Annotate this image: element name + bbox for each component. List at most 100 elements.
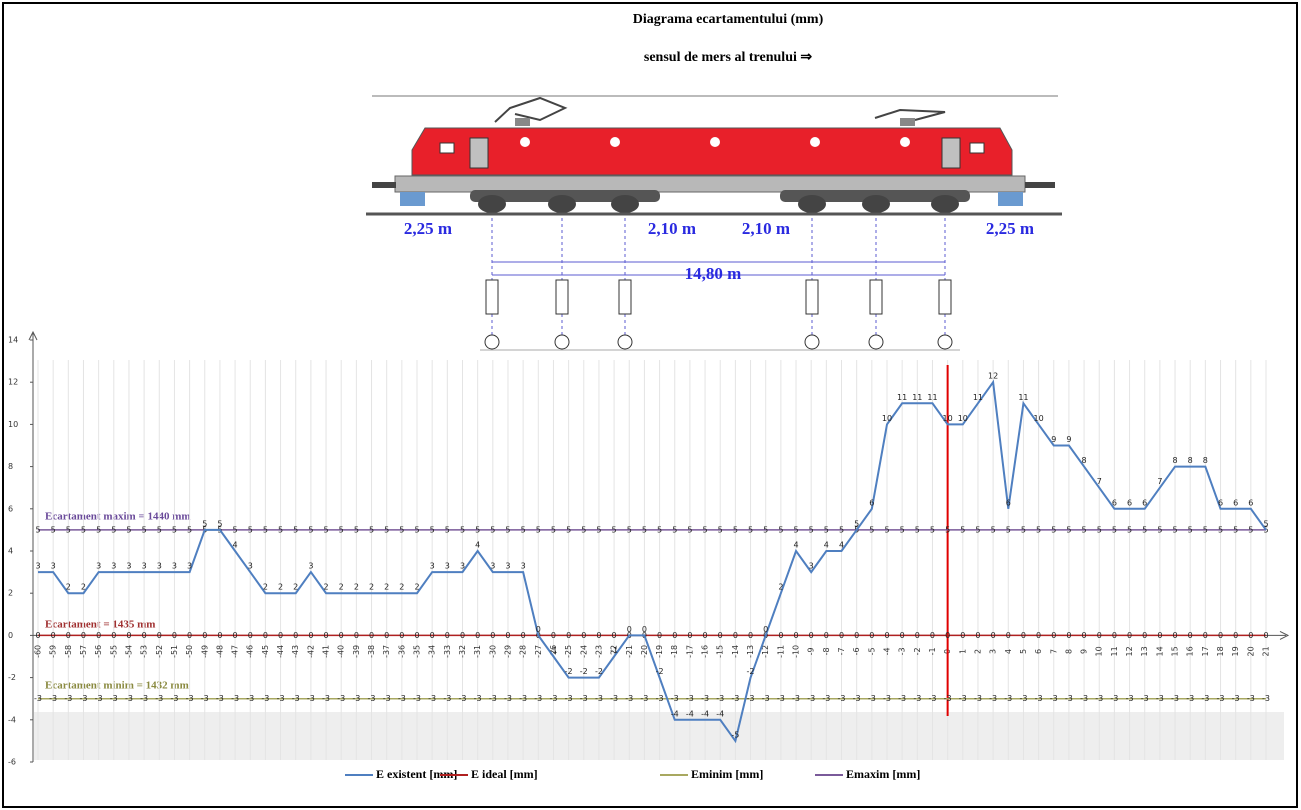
x-tick-label: -54 — [124, 645, 133, 658]
data-label: 6 — [1127, 498, 1132, 507]
data-label: 5 — [187, 525, 192, 534]
data-label: -3 — [352, 694, 360, 703]
data-label: -3 — [504, 694, 512, 703]
x-tick-label: 13 — [1140, 646, 1149, 656]
data-label: 5 — [566, 525, 571, 534]
data-label: 0 — [824, 631, 829, 640]
data-label: 5 — [975, 525, 980, 534]
data-label: -3 — [1095, 694, 1103, 703]
data-label: 2 — [354, 583, 359, 592]
x-tick-label: 6 — [1034, 649, 1043, 654]
data-label: 0 — [1263, 631, 1268, 640]
data-label: 0 — [1203, 631, 1208, 640]
x-tick-label: -29 — [503, 645, 512, 658]
y-tick-label: 0 — [8, 631, 13, 640]
data-label: -3 — [155, 694, 163, 703]
legend-label: E ideal [mm] — [471, 767, 538, 781]
data-label: 5 — [414, 525, 419, 534]
data-label: 3 — [157, 562, 162, 571]
data-label: 2 — [778, 583, 783, 592]
data-label: -3 — [383, 694, 391, 703]
legend-label: E existent [mm] — [376, 767, 457, 781]
x-tick-label: -11 — [776, 645, 785, 658]
x-tick-label: 7 — [1049, 649, 1058, 654]
data-label: -3 — [307, 694, 315, 703]
data-label: 0 — [142, 631, 147, 640]
data-label: 0 — [1233, 631, 1238, 640]
x-tick-label: 15 — [1171, 646, 1180, 656]
data-label: 0 — [900, 631, 905, 640]
data-label: 5 — [521, 525, 526, 534]
data-label: -3 — [534, 694, 542, 703]
data-label: 5 — [581, 525, 586, 534]
data-label: -3 — [671, 694, 679, 703]
data-label: -3 — [474, 694, 482, 703]
legend-item: E ideal [mm] — [440, 767, 538, 781]
data-label: 0 — [248, 631, 253, 640]
data-label: 0 — [430, 631, 435, 640]
data-label: 5 — [1112, 525, 1117, 534]
data-label: -3 — [1171, 694, 1179, 703]
data-label: -3 — [519, 694, 527, 703]
y-tick-label: 14 — [8, 336, 18, 345]
data-label: 3 — [96, 562, 101, 571]
x-tick-label: 5 — [1019, 649, 1028, 654]
data-label: 5 — [991, 525, 996, 534]
data-label: 0 — [1006, 631, 1011, 640]
x-tick-label: -46 — [246, 645, 255, 658]
data-label: 5 — [809, 525, 814, 534]
data-label: 5 — [308, 525, 313, 534]
x-tick-label: -27 — [534, 645, 543, 658]
data-label: 0 — [445, 631, 450, 640]
data-label: -3 — [1110, 694, 1118, 703]
x-tick-label: -13 — [746, 645, 755, 658]
data-label: 5 — [1203, 525, 1208, 534]
data-label: 5 — [839, 525, 844, 534]
data-label: 5 — [1172, 525, 1177, 534]
data-label: 0 — [809, 631, 814, 640]
data-label: -3 — [792, 694, 800, 703]
data-label: -3 — [322, 694, 330, 703]
dimension-label: 2,25 m — [404, 219, 452, 238]
data-label: 0 — [1142, 631, 1147, 640]
annotation: Ecartament minim = 1432 mm — [45, 680, 189, 692]
data-label: 0 — [657, 631, 662, 640]
data-label: -3 — [368, 694, 376, 703]
data-label: -1 — [549, 646, 557, 655]
x-tick-label: -49 — [200, 645, 209, 658]
x-tick-label: -18 — [670, 645, 679, 658]
x-tick-label: -33 — [443, 645, 452, 658]
data-label: 6 — [1233, 498, 1238, 507]
x-tick-label: -25 — [564, 645, 573, 658]
data-label: 0 — [945, 631, 950, 640]
x-tick-label: -26 — [549, 645, 558, 658]
data-label: 0 — [536, 625, 541, 634]
data-label: -3 — [686, 694, 694, 703]
data-label: 0 — [308, 631, 313, 640]
data-label: 4 — [824, 541, 829, 550]
data-label: -3 — [443, 694, 451, 703]
data-label: -3 — [1065, 694, 1073, 703]
data-label: 9 — [1066, 435, 1071, 444]
data-label: 5 — [202, 519, 207, 528]
data-label: 3 — [51, 562, 56, 571]
x-tick-label: 16 — [1186, 646, 1195, 656]
data-label: -3 — [716, 694, 724, 703]
data-label: 3 — [460, 562, 465, 571]
data-label: 3 — [490, 562, 495, 571]
data-label: 5 — [596, 525, 601, 534]
data-label: 5 — [445, 525, 450, 534]
data-label: -3 — [1035, 694, 1043, 703]
data-label: -3 — [853, 694, 861, 703]
data-label: -3 — [1156, 694, 1164, 703]
data-label: 0 — [475, 631, 480, 640]
y-axis-arrow — [28, 330, 38, 341]
data-label: -3 — [1019, 694, 1027, 703]
data-label: -3 — [140, 694, 148, 703]
data-label: 5 — [430, 525, 435, 534]
data-label: 5 — [945, 525, 950, 534]
x-tick-label: -55 — [109, 645, 118, 658]
data-label: -3 — [49, 694, 57, 703]
x-tick-label: -6 — [852, 647, 861, 655]
data-label: 5 — [718, 525, 723, 534]
